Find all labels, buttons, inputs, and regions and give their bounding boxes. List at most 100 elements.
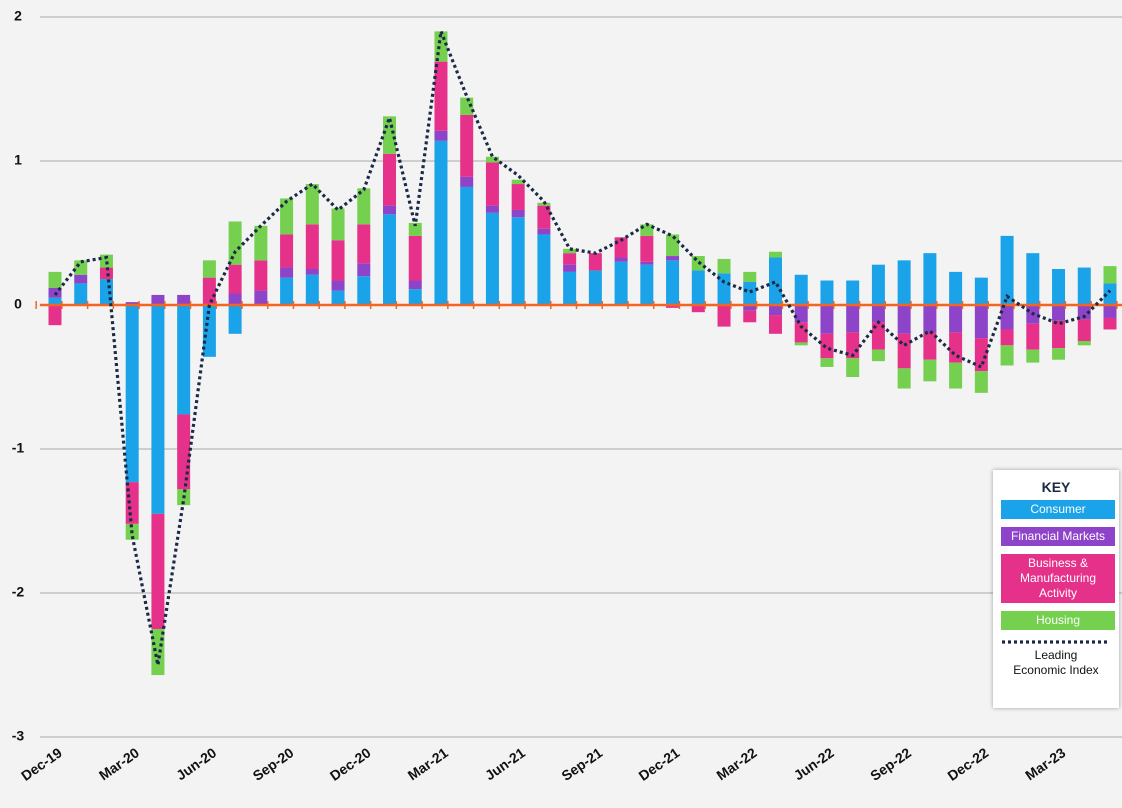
- bar-segment: [280, 277, 294, 305]
- bar-segment: [537, 205, 551, 229]
- x-tick-label: Dec-19: [18, 744, 65, 784]
- bar-segment: [794, 342, 808, 346]
- y-tick-label: 0: [14, 296, 22, 312]
- bar-segment: [846, 280, 860, 305]
- bar-segment: [331, 208, 345, 241]
- legend-item: Housing: [1001, 611, 1115, 630]
- bar-segment: [280, 234, 294, 268]
- bar-segment: [897, 305, 911, 334]
- bar-segment: [125, 302, 139, 305]
- bar-segment: [125, 305, 139, 483]
- bar-segment: [871, 349, 885, 362]
- bar-segment: [743, 281, 757, 305]
- bar-segment: [537, 234, 551, 305]
- bar-segment: [537, 228, 551, 235]
- bar-segment: [460, 186, 474, 305]
- bar-segment: [820, 305, 834, 334]
- index-line: [53, 25, 1112, 666]
- bar-segment: [717, 305, 731, 327]
- y-tick-label: -3: [12, 728, 25, 744]
- bar-segment: [1077, 267, 1091, 305]
- legend-item: Financial Markets: [1001, 527, 1115, 546]
- bar-segment: [974, 305, 988, 339]
- bar-segment: [768, 305, 782, 316]
- legend-item: Consumer: [1001, 500, 1115, 519]
- x-tick-label: Mar-20: [96, 744, 142, 783]
- bar-segment: [48, 297, 62, 305]
- bar-segment: [228, 264, 242, 294]
- bar-segment: [923, 332, 937, 360]
- bar-segment: [434, 130, 448, 141]
- bar-segment: [177, 294, 191, 305]
- legend: KEY Consumer Financial Markets Business & …: [993, 470, 1119, 708]
- bar-segment: [1052, 320, 1066, 349]
- bar-segment: [408, 235, 422, 281]
- bar-segment: [228, 221, 242, 265]
- bar-segment: [949, 332, 963, 363]
- bar-segment: [743, 310, 757, 323]
- bar-segment: [280, 267, 294, 278]
- bar-segment: [588, 253, 602, 271]
- bar-segment: [563, 253, 577, 265]
- bar-segment: [151, 294, 165, 305]
- bar-segment: [846, 358, 860, 377]
- bar-segment: [820, 280, 834, 305]
- x-tick-label: Mar-22: [713, 744, 759, 783]
- bar-segment: [897, 333, 911, 369]
- bar-segment: [794, 274, 808, 305]
- y-tick-label: -1: [12, 440, 25, 456]
- bar-segment: [357, 188, 371, 225]
- bar-segment: [949, 271, 963, 305]
- bar-segment: [99, 254, 113, 268]
- bar-segment: [383, 214, 397, 305]
- bar-segment: [434, 140, 448, 305]
- bar-segment: [151, 629, 165, 676]
- bar-segment: [666, 305, 680, 308]
- bar-segment: [691, 270, 705, 305]
- bar-segment: [511, 184, 525, 210]
- bar-segment: [897, 260, 911, 305]
- bar-segment: [383, 205, 397, 215]
- bar-segment: [640, 224, 654, 236]
- bar-segment: [74, 260, 88, 275]
- bar-segment: [1103, 266, 1117, 284]
- bar-segment: [280, 198, 294, 235]
- bar-segment: [1077, 341, 1091, 346]
- x-tick-label: Jun-20: [173, 744, 219, 783]
- bar-segment: [511, 209, 525, 218]
- bar-segment: [820, 358, 834, 367]
- x-tick-label: Sep-20: [250, 744, 297, 784]
- legend-item: Leading Economic Index: [1013, 648, 1099, 677]
- x-tick-label: Sep-22: [867, 744, 914, 784]
- y-tick-label: 2: [14, 8, 22, 24]
- bar-segment: [305, 224, 319, 269]
- bar-segment: [1000, 305, 1014, 330]
- bar-segment: [177, 414, 191, 490]
- bar-segment: [228, 293, 242, 305]
- bar-segment: [1026, 323, 1040, 350]
- bar-segment: [1000, 345, 1014, 366]
- bar-segment: [717, 258, 731, 274]
- bar-segment: [974, 338, 988, 372]
- bar-segment: [511, 217, 525, 305]
- bar-segment: [254, 260, 268, 291]
- x-tick-label: Dec-20: [327, 744, 374, 784]
- bar-segment: [485, 205, 499, 213]
- bar-segment: [254, 225, 268, 261]
- x-tick-label: Mar-21: [405, 744, 451, 783]
- bar-segment: [254, 290, 268, 305]
- bar-segment: [563, 264, 577, 272]
- x-tick-label: Jun-21: [482, 744, 528, 783]
- y-tick-label: -2: [12, 584, 25, 600]
- legend-line-swatch: [1002, 640, 1110, 644]
- bar-segment: [614, 261, 628, 305]
- bar-segment: [949, 305, 963, 333]
- bar-segment: [485, 212, 499, 305]
- bar-segment: [202, 260, 216, 278]
- bar-segment: [768, 315, 782, 334]
- bar-segment: [460, 114, 474, 177]
- bar-segment: [794, 305, 808, 323]
- bar-segment: [74, 274, 88, 284]
- x-tick-label: Mar-23: [1022, 744, 1068, 783]
